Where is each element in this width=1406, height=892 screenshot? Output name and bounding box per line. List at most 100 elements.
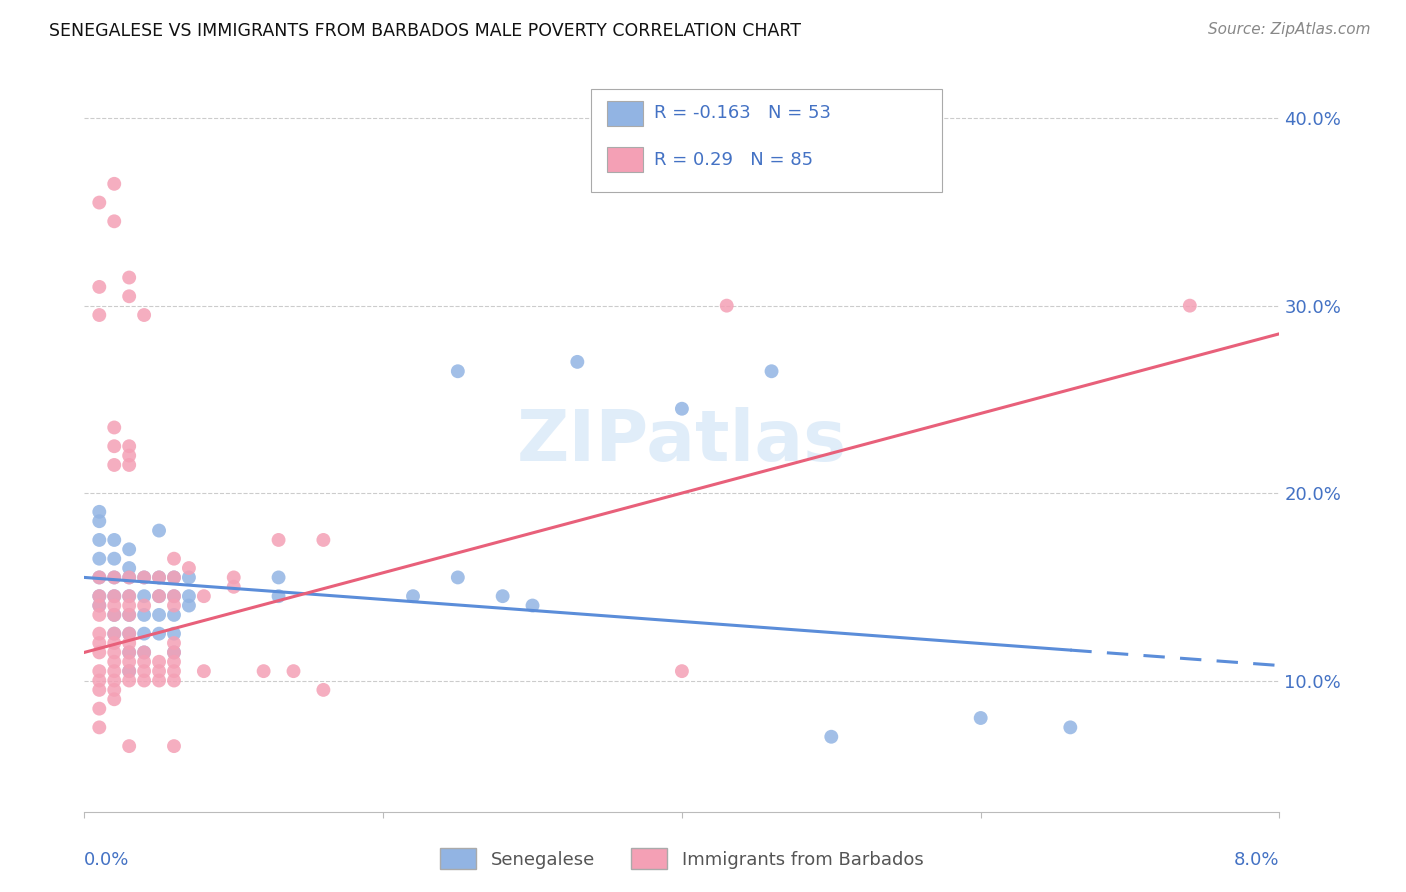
Point <box>312 682 335 697</box>
Point <box>132 570 156 584</box>
Point <box>89 645 111 659</box>
Point <box>118 449 141 463</box>
Text: 0.0%: 0.0% <box>84 851 129 869</box>
Point <box>1059 720 1081 734</box>
Point <box>118 589 141 603</box>
Point <box>103 607 125 622</box>
Point <box>103 655 125 669</box>
Point <box>132 607 156 622</box>
Point <box>89 195 111 210</box>
Point <box>132 308 156 322</box>
Point <box>132 570 156 584</box>
Point <box>132 645 156 659</box>
Point <box>267 533 290 547</box>
Point <box>163 636 186 650</box>
Point <box>103 551 125 566</box>
Point <box>89 589 111 603</box>
Point <box>103 673 125 688</box>
Point <box>132 589 156 603</box>
Point <box>148 664 170 678</box>
Point <box>148 570 170 584</box>
Point <box>163 607 186 622</box>
Point <box>89 701 111 715</box>
Point <box>267 570 290 584</box>
Point <box>148 524 170 538</box>
Point <box>89 570 111 584</box>
Text: R = 0.29   N = 85: R = 0.29 N = 85 <box>654 151 813 169</box>
Point <box>132 664 156 678</box>
Text: ZIPatlas: ZIPatlas <box>517 407 846 476</box>
Point <box>148 673 170 688</box>
Point <box>253 664 276 678</box>
Point <box>118 645 141 659</box>
Point <box>163 626 186 640</box>
Point <box>89 589 111 603</box>
Point <box>89 280 111 294</box>
Point <box>222 580 245 594</box>
Point <box>103 589 125 603</box>
Point <box>177 589 200 603</box>
Point <box>103 458 125 472</box>
Point <box>148 626 170 640</box>
Point <box>118 607 141 622</box>
Point <box>103 177 125 191</box>
Point <box>118 607 141 622</box>
Point <box>89 599 111 613</box>
Point <box>312 533 335 547</box>
Point <box>671 401 693 416</box>
Point <box>118 739 141 753</box>
Point <box>103 214 125 228</box>
Point <box>716 299 738 313</box>
Point <box>89 673 111 688</box>
Point <box>103 626 125 640</box>
Point <box>163 589 186 603</box>
Point <box>103 570 125 584</box>
Point <box>492 589 515 603</box>
Point <box>163 589 186 603</box>
Point <box>118 439 141 453</box>
Point <box>132 626 156 640</box>
Point <box>103 607 125 622</box>
Point <box>89 514 111 528</box>
Point <box>89 720 111 734</box>
Point <box>103 664 125 678</box>
Point <box>118 626 141 640</box>
Point <box>163 673 186 688</box>
Point <box>103 626 125 640</box>
Point <box>132 655 156 669</box>
Point <box>103 533 125 547</box>
Point <box>148 589 170 603</box>
Point <box>118 561 141 575</box>
Point <box>118 626 141 640</box>
Text: Source: ZipAtlas.com: Source: ZipAtlas.com <box>1208 22 1371 37</box>
Point <box>89 570 111 584</box>
Point <box>163 570 186 584</box>
Point <box>132 673 156 688</box>
Point <box>148 570 170 584</box>
Point <box>89 551 111 566</box>
Point <box>447 570 470 584</box>
Point <box>89 505 111 519</box>
Point <box>163 551 186 566</box>
Legend: Senegalese, Immigrants from Barbados: Senegalese, Immigrants from Barbados <box>440 848 924 870</box>
Point <box>148 607 170 622</box>
Point <box>118 673 141 688</box>
Point <box>118 289 141 303</box>
Point <box>89 308 111 322</box>
Point <box>671 664 693 678</box>
Point <box>118 645 141 659</box>
Point <box>193 589 215 603</box>
Point <box>118 664 141 678</box>
Point <box>89 599 111 613</box>
Point <box>89 682 111 697</box>
Point <box>118 599 141 613</box>
Point <box>447 364 470 378</box>
Text: 8.0%: 8.0% <box>1234 851 1279 869</box>
Point <box>222 570 245 584</box>
Text: SENEGALESE VS IMMIGRANTS FROM BARBADOS MALE POVERTY CORRELATION CHART: SENEGALESE VS IMMIGRANTS FROM BARBADOS M… <box>49 22 801 40</box>
Point <box>89 664 111 678</box>
Point <box>970 711 993 725</box>
Point <box>118 589 141 603</box>
Point <box>177 570 200 584</box>
Point <box>103 439 125 453</box>
